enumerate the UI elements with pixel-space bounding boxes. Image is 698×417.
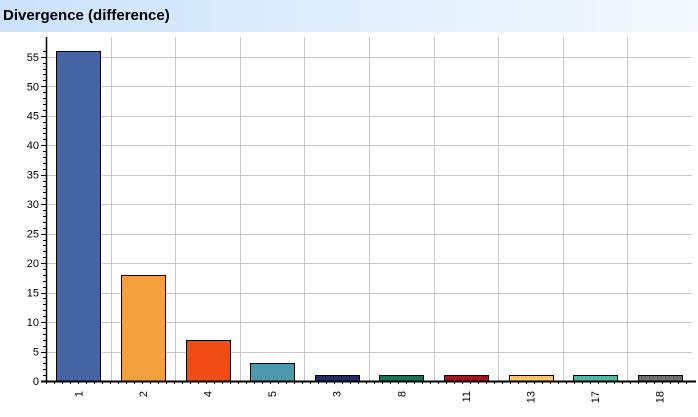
y-axis-tick-label: 40 (27, 140, 39, 152)
y-axis-tick-label: 50 (27, 81, 39, 93)
x-axis-tick-label: 4 (203, 391, 215, 397)
y-axis-tick-label: 20 (27, 258, 39, 270)
bar-5 (250, 363, 295, 382)
y-axis-tick-label: 25 (27, 229, 39, 241)
bar-11 (444, 375, 489, 382)
bar-18 (638, 375, 683, 382)
y-axis-tick-label: 0 (33, 376, 39, 388)
y-axis-tick-label: 55 (27, 52, 39, 64)
y-axis-tick-label: 15 (27, 288, 39, 300)
chart-title-bar: Divergence (difference) (0, 0, 698, 32)
y-axis-tick-label: 10 (27, 317, 39, 329)
x-axis-tick-label: 11 (461, 391, 473, 402)
y-axis-tick-label: 45 (27, 111, 39, 123)
bar-13 (509, 375, 554, 382)
x-axis-tick-label: 5 (267, 391, 279, 397)
bar-4 (186, 340, 231, 382)
y-axis-tick-label: 35 (27, 170, 39, 182)
bar-2 (121, 275, 166, 382)
x-axis-tick-label: 2 (138, 391, 150, 397)
x-axis-tick-label: 8 (396, 391, 408, 397)
bar-8 (379, 375, 424, 382)
x-axis-tick-label: 13 (526, 391, 538, 403)
y-axis-tick-label: 30 (27, 199, 39, 211)
chart-title: Divergence (difference) (3, 7, 170, 24)
x-axis-tick-label: 17 (590, 391, 602, 403)
bar-1 (56, 51, 101, 382)
x-axis-tick-label: 3 (332, 391, 344, 397)
bar-3 (315, 375, 360, 382)
bar-17 (573, 375, 618, 382)
x-axis-tick-label: 1 (73, 391, 85, 397)
y-axis-tick-label: 5 (33, 347, 39, 359)
x-axis-tick-label: 18 (655, 391, 667, 403)
chart-area: 0 5 10 15 20 25 30 35 40 45 50 55 1 2 4 5 3 8 11 13 17 18 (0, 32, 698, 412)
